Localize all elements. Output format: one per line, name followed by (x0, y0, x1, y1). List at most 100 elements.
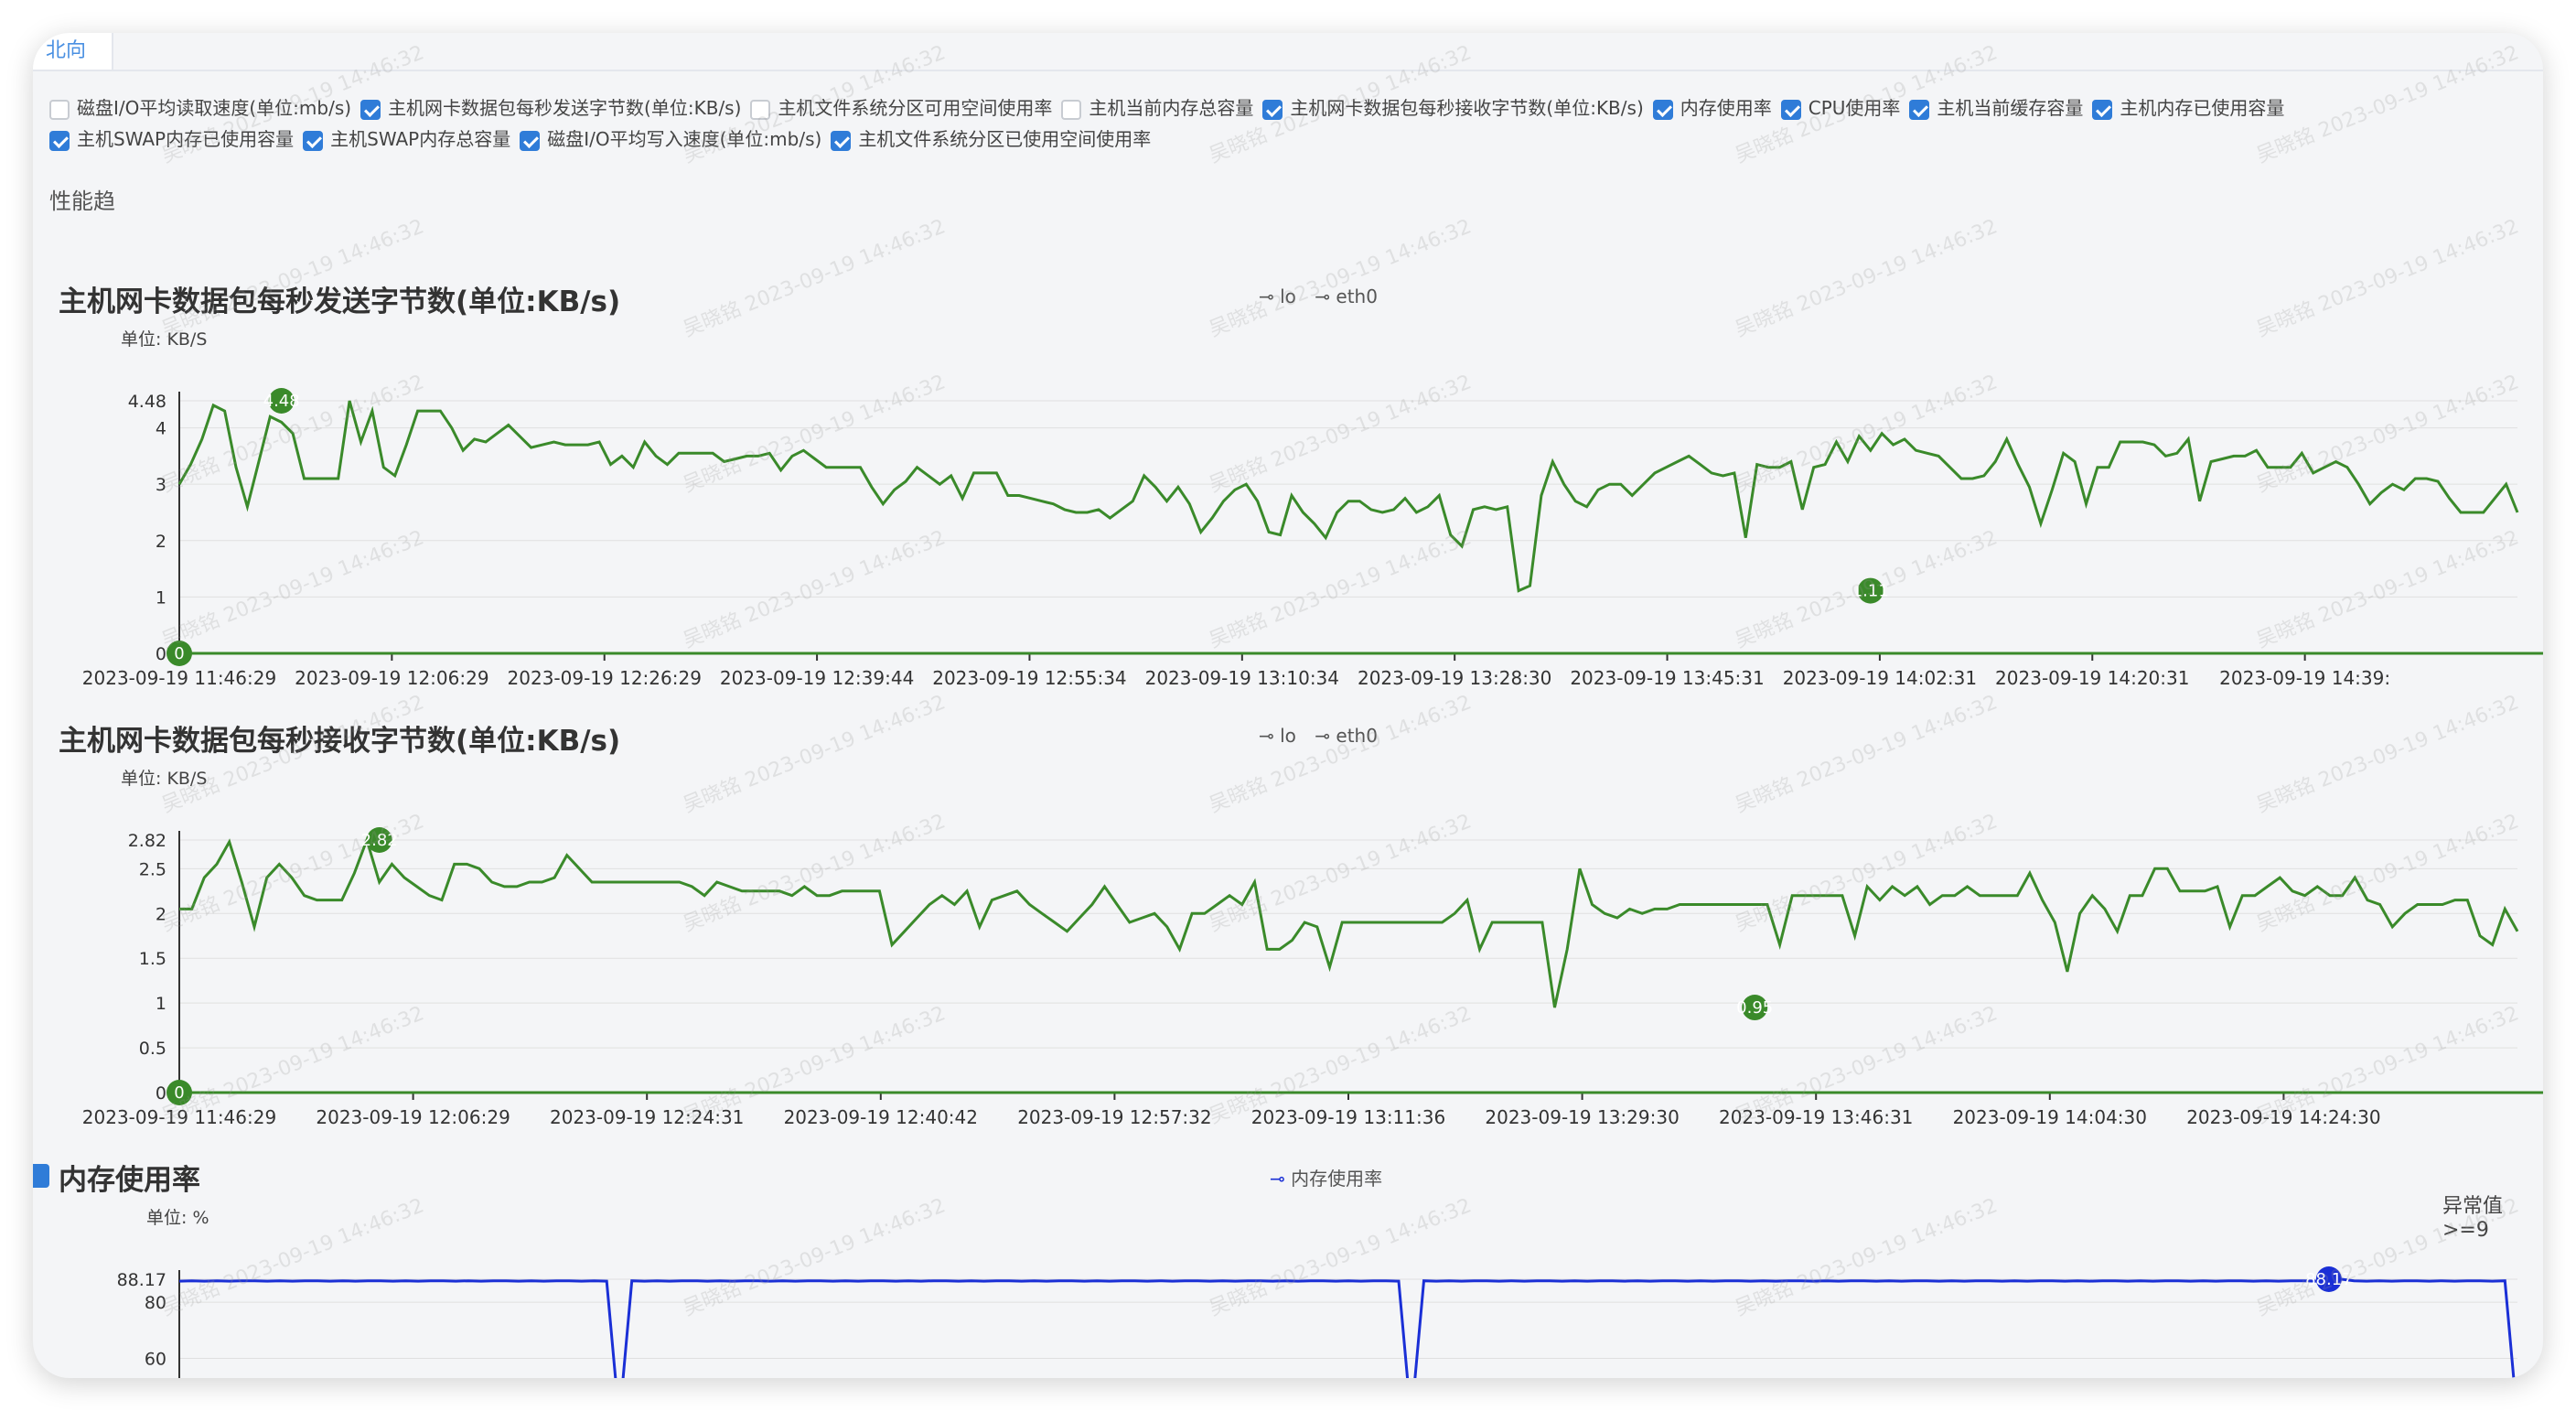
threshold-annotation: 异常值>=9 (2442, 1195, 2504, 1242)
legend-line-icon: ⊸ (1259, 285, 1274, 307)
y-tick-label: 4 (156, 419, 166, 439)
checkbox-label: 主机内存已使用容量 (2120, 97, 2285, 119)
watermark: 吴晓铭 2023-09-19 14:46:32 (1206, 215, 1476, 342)
checkbox-icon[interactable] (49, 130, 70, 151)
chart-legend-send[interactable]: ⊸ lo ⊸ eth0 (1259, 285, 1378, 307)
watermark: 吴晓铭 2023-09-19 14:46:32 (158, 215, 428, 342)
checkbox-icon[interactable] (520, 130, 541, 151)
y-tick-label: 2 (156, 532, 166, 552)
legend-item-eth0[interactable]: eth0 (1336, 285, 1378, 307)
x-tick-label: 2023-09-19 14:24:30 (2186, 1106, 2380, 1128)
metric-checkbox[interactable]: 主机网卡数据包每秒接收字节数(单位:KB/s) (1262, 93, 1644, 120)
checkbox-label: 主机SWAP内存已使用容量 (77, 128, 295, 150)
y-tick-label: 3 (156, 475, 166, 495)
checkbox-label: 主机网卡数据包每秒发送字节数(单位:KB/s) (388, 97, 742, 119)
x-tick-label: 2023-09-19 14:02:31 (1783, 667, 1977, 689)
filter-row: 磁盘I/O平均读取速度(单位:mb/s) 主机网卡数据包每秒发送字节数(单位:KB… (49, 93, 2519, 124)
checkbox-label: 主机文件系统分区已使用空间使用率 (858, 128, 1152, 150)
x-tick-label: 2023-09-19 12:39:44 (720, 667, 914, 689)
x-tick-label: 2023-09-19 12:55:34 (932, 667, 1126, 689)
filter-row: 主机SWAP内存已使用容量 主机SWAP内存总容量 磁盘I/O平均写入速度(单位:m… (49, 124, 2519, 156)
x-tick-label: 2023-09-19 13:10:34 (1145, 667, 1339, 689)
checkbox-label: 磁盘I/O平均写入速度(单位:mb/s) (547, 128, 822, 150)
x-tick-label: 2023-09-19 12:57:32 (1017, 1106, 1211, 1128)
legend-item-lo[interactable]: lo (1280, 285, 1296, 307)
legend-item-eth0[interactable]: eth0 (1336, 725, 1378, 747)
y-tick-label: 2.5 (139, 859, 166, 879)
marker-label: 2.82 (361, 831, 398, 850)
x-tick-label: 2023-09-19 14:20:31 (1995, 667, 2189, 689)
metric-checkbox[interactable]: 主机SWAP内存已使用容量 (49, 124, 294, 151)
x-tick-label: 2023-09-19 12:40:42 (784, 1106, 978, 1128)
metric-checkbox[interactable]: 主机SWAP内存总容量 (303, 124, 510, 151)
watermark: 吴晓铭 2023-09-19 14:46:32 (2253, 215, 2523, 342)
legend-item-memory[interactable]: 内存使用率 (1291, 1168, 1383, 1190)
x-tick-label: 2023-09-19 13:28:30 (1358, 667, 1551, 689)
x-tick-label: 2023-09-19 13:11:36 (1251, 1106, 1445, 1128)
y-tick-label: 0 (156, 1083, 166, 1104)
x-tick-label: 2023-09-19 13:45:31 (1570, 667, 1764, 689)
unit-label: 单位: % (146, 1208, 209, 1228)
metric-checkbox[interactable]: 主机当前内存总容量 (1061, 93, 1253, 120)
chart-legend-receive[interactable]: ⊸ lo ⊸ eth0 (1259, 725, 1378, 747)
metric-checkbox[interactable]: 磁盘I/O平均读取速度(单位:mb/s) (49, 93, 351, 120)
marker-label: 88.17 (2305, 1270, 2353, 1289)
checkbox-label: 主机文件系统分区可用空间使用率 (778, 97, 1053, 119)
checkbox-icon[interactable] (1652, 99, 1673, 120)
x-tick-label: 2023-09-19 14:04:30 (1953, 1106, 2147, 1128)
checkbox-icon[interactable] (360, 99, 381, 120)
app-window: 北向 磁盘I/O平均读取速度(单位:mb/s) 主机网卡数据包每秒发送字节数(单位… (33, 33, 2543, 1378)
section-title: 性能趋 (49, 188, 115, 214)
memory-usage-chart[interactable]: 60 80 88.17 88.17 (33, 1223, 2543, 1378)
checkbox-icon[interactable] (1909, 99, 1930, 120)
checkbox-icon[interactable] (1061, 99, 1082, 120)
checkbox-icon[interactable] (1262, 99, 1283, 120)
y-tick-label: 0 (156, 644, 166, 664)
series-line-内存使用率 (178, 1277, 2516, 1378)
receive-bytes-chart[interactable]: 0 0.5 1 1.5 2 2.5 2.82 2023-09-19 11:46:29 2023-… (33, 783, 2543, 1149)
x-tick-label: 2023-09-19 13:46:31 (1719, 1106, 1913, 1128)
metric-checkbox[interactable]: 磁盘I/O平均写入速度(单位:mb/s) (520, 124, 821, 151)
chart-legend-memory[interactable]: ⊸ 内存使用率 (1270, 1164, 1382, 1190)
legend-item-lo[interactable]: lo (1280, 725, 1296, 747)
marker-point (166, 1080, 192, 1105)
y-tick-label: 2 (156, 904, 166, 924)
checkbox-icon[interactable] (1780, 99, 1801, 120)
marker-label: 0 (174, 644, 184, 663)
y-tick-label: 1 (156, 587, 166, 608)
metric-checkbox[interactable]: 主机内存已使用容量 (2092, 93, 2284, 120)
marker-point (366, 827, 392, 853)
y-tick-label: 2.82 (128, 831, 166, 851)
checkbox-label: 主机SWAP内存总容量 (330, 128, 511, 150)
unit-label: 单位: KB/S (121, 769, 208, 789)
metric-checkbox[interactable]: 主机文件系统分区已使用空间使用率 (831, 124, 1151, 151)
checkbox-icon[interactable] (2092, 99, 2113, 120)
checkbox-label: 内存使用率 (1680, 97, 1772, 119)
y-tick-label: 1 (156, 994, 166, 1014)
tab-north[interactable]: 北向 (33, 33, 113, 70)
x-tick-label: 2023-09-19 12:26:29 (508, 667, 702, 689)
legend-line-icon: ⊸ (1259, 725, 1274, 747)
checkbox-icon[interactable] (831, 130, 852, 151)
send-bytes-chart[interactable]: 0 1 2 3 4 4.48 2023-09-19 11:46:29 2023-09-19 1… (33, 344, 2543, 710)
checkbox-icon[interactable] (49, 99, 70, 120)
tab-bar: 北向 (33, 33, 2543, 71)
checkbox-label: 主机当前内存总容量 (1089, 97, 1254, 119)
metric-checkbox[interactable]: 主机网卡数据包每秒发送字节数(单位:KB/s) (360, 93, 741, 120)
watermark: 吴晓铭 2023-09-19 14:46:32 (680, 215, 950, 342)
metric-checkbox[interactable]: 主机文件系统分区可用空间使用率 (750, 93, 1052, 120)
watermark: 吴晓铭 2023-09-19 14:46:32 (1732, 215, 2002, 342)
series-line-eth0 (179, 835, 2519, 1008)
x-tick-label: 2023-09-19 12:06:29 (295, 667, 488, 689)
marker-label: 0.95 (1736, 998, 1773, 1018)
x-tick-label: 2023-09-19 14:39: (2219, 667, 2390, 689)
checkbox-icon[interactable] (303, 130, 324, 151)
y-tick-label: 88.17 (117, 1270, 166, 1290)
metric-checkbox[interactable]: 主机当前缓存容量 (1909, 93, 2083, 120)
metric-checkbox[interactable]: 内存使用率 (1652, 93, 1772, 120)
checkbox-label: 主机网卡数据包每秒接收字节数(单位:KB/s) (1290, 97, 1644, 119)
marker-point (2315, 1266, 2342, 1292)
unit-label: 单位: KB/S (121, 329, 208, 350)
metric-checkbox[interactable]: CPU使用率 (1780, 93, 1900, 120)
checkbox-icon[interactable] (750, 99, 771, 120)
